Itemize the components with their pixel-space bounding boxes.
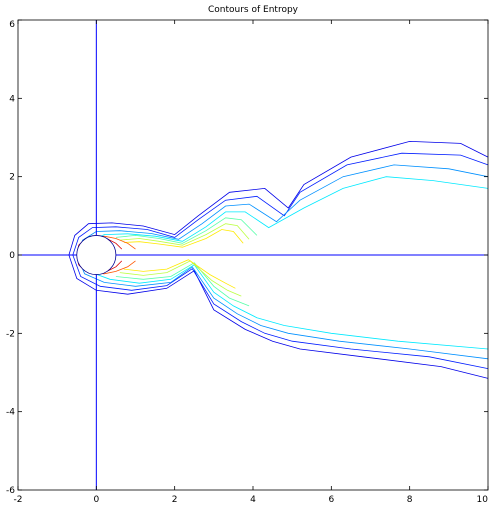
y-axis: -6 -4 -2 0 2 4 6 <box>6 19 488 496</box>
y-tick-label: 6 <box>9 20 15 30</box>
y-tick-label: -2 <box>6 329 15 339</box>
cylinder <box>76 235 117 275</box>
contour-line <box>115 262 250 307</box>
x-tick-label: 4 <box>250 495 256 505</box>
contour-line <box>68 254 489 379</box>
contour-lines <box>68 140 489 379</box>
contour-line <box>80 254 489 350</box>
x-tick-label: 2 <box>172 495 178 505</box>
contour-line <box>123 229 244 248</box>
y-tick-label: 2 <box>9 173 15 183</box>
contour-line <box>68 140 489 256</box>
y-tick-label: 4 <box>9 94 15 104</box>
x-tick-label: 6 <box>328 495 334 505</box>
contour-line <box>72 152 489 256</box>
cylinder-body <box>76 235 117 275</box>
contour-line <box>76 164 489 256</box>
x-tick-label: -2 <box>14 495 23 505</box>
contour-line <box>72 254 489 369</box>
x-tick-label: 8 <box>407 495 413 505</box>
x-tick-label: 0 <box>93 495 99 505</box>
contour-line <box>115 217 258 244</box>
y-tick-label: 0 <box>9 251 15 261</box>
x-tick-label: 10 <box>477 495 489 505</box>
contour-line <box>80 176 489 256</box>
chart-title: Contours of Entropy <box>208 5 299 15</box>
y-tick-label: -6 <box>6 486 15 496</box>
contour-line <box>123 259 236 289</box>
contour-line <box>76 254 489 360</box>
x-axis: -2 0 2 4 6 8 10 <box>14 20 489 505</box>
y-tick-label: -4 <box>6 408 15 418</box>
contour-line <box>119 223 250 246</box>
